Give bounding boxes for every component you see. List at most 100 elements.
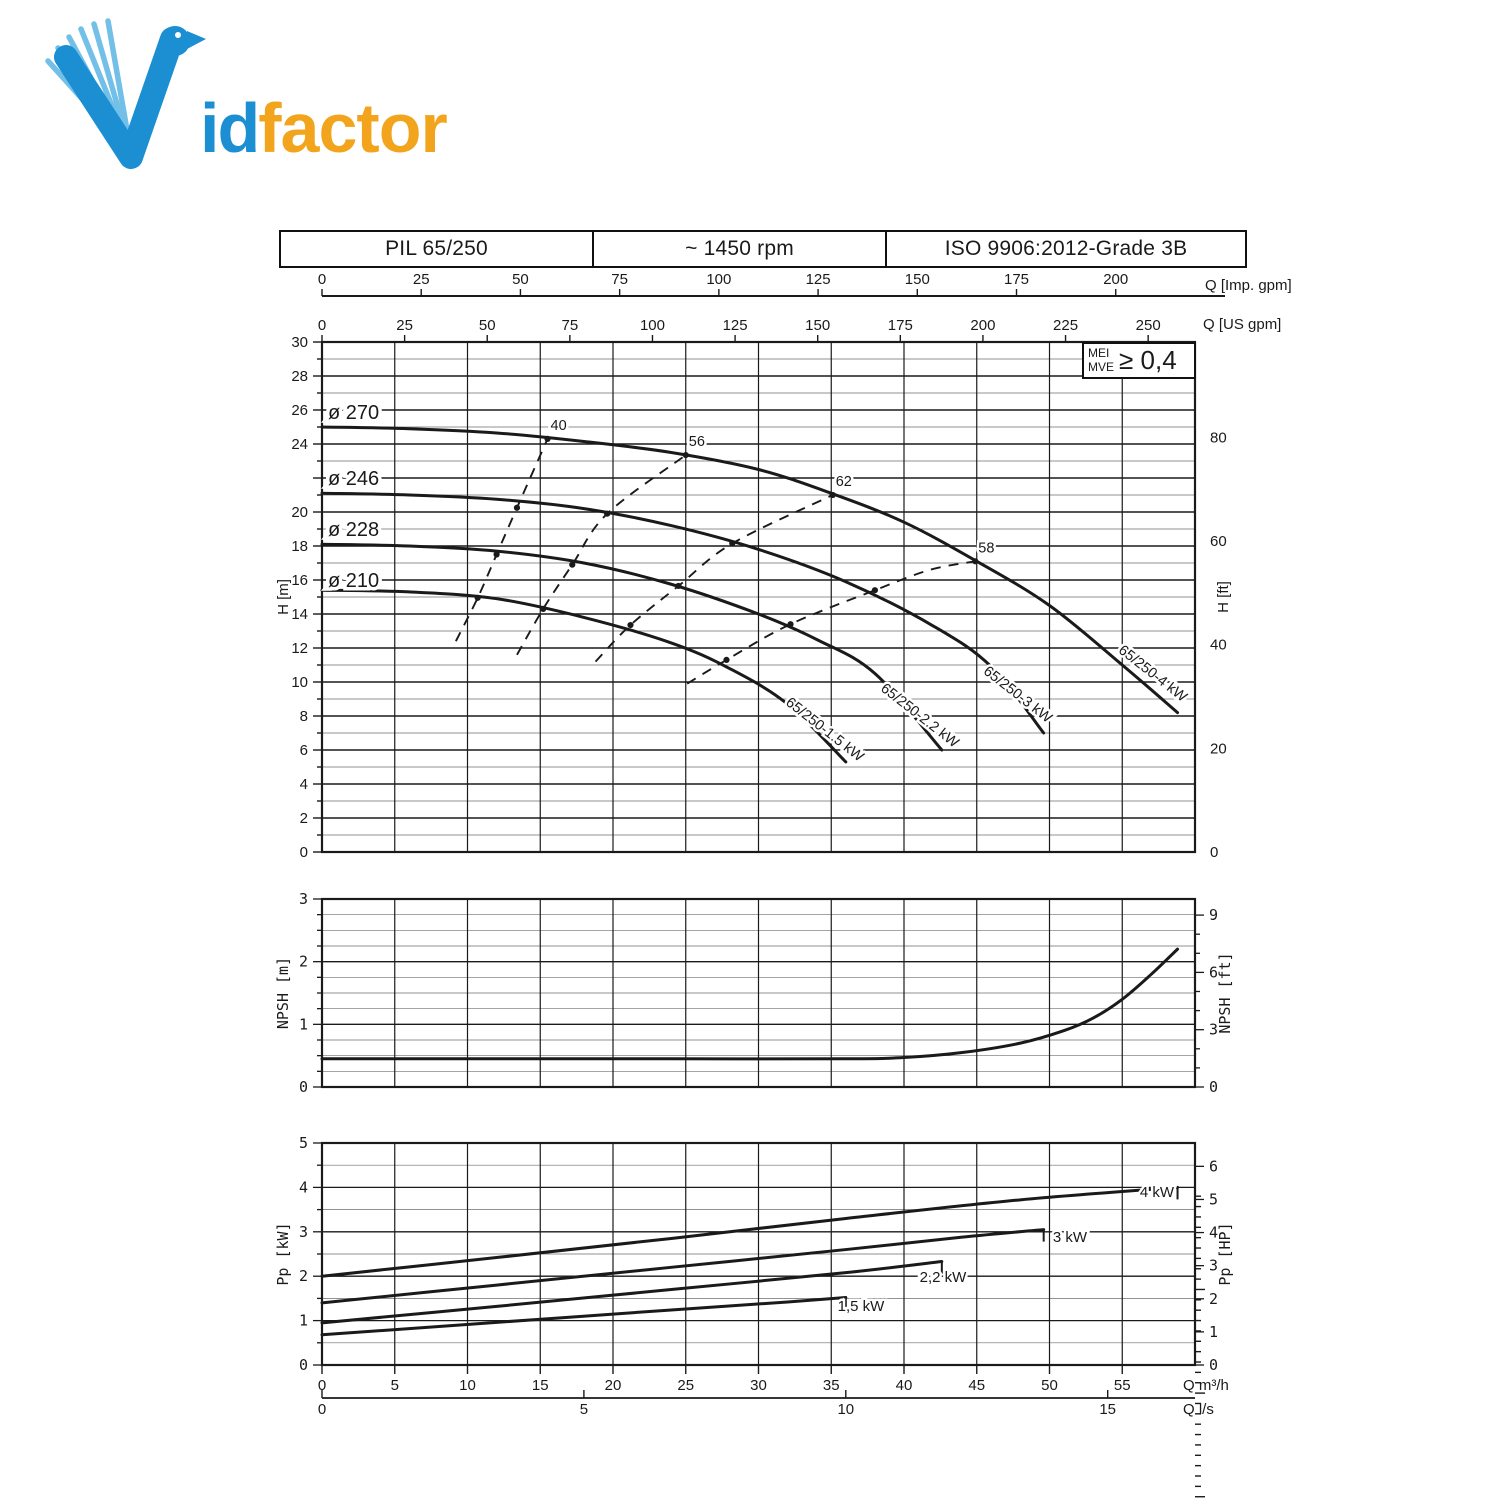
tick-label: 1 bbox=[1209, 1323, 1218, 1341]
power-y-axis-right-label: Pp [HP] bbox=[1216, 1222, 1234, 1285]
logo-text-factor: factor bbox=[258, 89, 447, 167]
head-curve-ø 270 bbox=[320, 425, 1180, 715]
tick-label: 1 bbox=[299, 1312, 308, 1330]
tick-label: 60 bbox=[1210, 533, 1227, 550]
tick-label: 125 bbox=[806, 271, 831, 288]
tick-label: 6 bbox=[1209, 1157, 1218, 1175]
tick-label: 15 bbox=[1099, 1401, 1116, 1418]
tick-label: 30 bbox=[750, 1377, 767, 1394]
tick-label: 3 bbox=[299, 1223, 308, 1241]
efficiency-label-62: 62 bbox=[836, 474, 852, 490]
power-rating-label: 65/250-4 kW bbox=[1115, 642, 1190, 705]
tick-label: 1 bbox=[299, 1015, 308, 1033]
tick-label: 4 bbox=[299, 1178, 308, 1196]
tick-label: 5 bbox=[580, 1401, 588, 1418]
mei-label: MEI bbox=[1088, 345, 1110, 360]
tick-label: 12 bbox=[291, 640, 308, 657]
tick-label: 9 bbox=[1209, 906, 1218, 924]
impeller-label-ø 246: ø 246 bbox=[328, 468, 379, 490]
tick-label: 5 bbox=[299, 1134, 308, 1152]
tick-label: 2 bbox=[1209, 1290, 1218, 1308]
pump-standard-label: ISO 9906:2012-Grade 3B bbox=[885, 232, 1245, 266]
tick-label: 75 bbox=[611, 271, 628, 288]
head-curve-ø 246 bbox=[320, 491, 1046, 735]
power-chart: 0 1 2 3 4 5 0 1 2 3 4 5 6 Pp [kW] Pp [HP] 4 kW 3 kW 2,2 k… bbox=[274, 1134, 1234, 1374]
tick-label: 50 bbox=[1041, 1377, 1058, 1394]
efficiency-dot bbox=[493, 551, 500, 558]
power-curve-label: 4 kW bbox=[1140, 1184, 1175, 1201]
tick-label: 35 bbox=[823, 1377, 840, 1394]
mei-value: ≥ 0,4 bbox=[1119, 345, 1177, 375]
tick-label: 4 bbox=[300, 776, 308, 793]
tick-label: 16 bbox=[291, 572, 308, 589]
power-curve-label: 2,2 kW bbox=[920, 1269, 968, 1286]
efficiency-line-56 bbox=[516, 454, 687, 656]
head-curve-ø 210 bbox=[320, 588, 848, 764]
power-curve-label: 3 kW bbox=[1053, 1229, 1088, 1246]
power-y-axis-label: Pp [kW] bbox=[274, 1222, 292, 1285]
tick-label: 100 bbox=[640, 317, 665, 334]
power-curve-4 kW bbox=[320, 1185, 1180, 1278]
tick-label: 40 bbox=[896, 1377, 913, 1394]
tick-label: 25 bbox=[677, 1377, 694, 1394]
tick-label: 25 bbox=[396, 317, 413, 334]
tick-label: 2 bbox=[300, 810, 308, 827]
tick-label: 0 bbox=[318, 1401, 326, 1418]
efficiency-label-58: 58 bbox=[978, 540, 994, 556]
tick-label: 0 bbox=[300, 844, 308, 861]
tick-label: 100 bbox=[706, 271, 731, 288]
vidfactor-logo: id factor bbox=[36, 12, 456, 177]
impeller-label-ø 228: ø 228 bbox=[328, 519, 379, 541]
tick-label: 0 bbox=[1209, 1078, 1218, 1096]
efficiency-dot bbox=[513, 504, 521, 511]
efficiency-dot bbox=[871, 587, 879, 594]
tick-label: 10 bbox=[291, 674, 308, 691]
efficiency-line-40 bbox=[455, 438, 549, 642]
tick-label: 10 bbox=[837, 1401, 854, 1418]
tick-label: 125 bbox=[723, 317, 748, 334]
npsh-chart: 0 1 2 3 0 3 6 9 NPSH [m] NPSH [ft] bbox=[274, 890, 1234, 1096]
power-curve-3 kW bbox=[320, 1228, 1046, 1305]
power-curve-2,2 kW bbox=[320, 1260, 944, 1325]
tick-label: 50 bbox=[479, 317, 496, 334]
tick-label: 15 bbox=[532, 1377, 549, 1394]
tick-label: 0 bbox=[318, 271, 326, 288]
logo-text-id: id bbox=[200, 89, 260, 167]
impeller-label-ø 270: ø 270 bbox=[328, 402, 379, 424]
tick-label: 55 bbox=[1114, 1377, 1131, 1394]
power-rating-label: 65/250-3 kW bbox=[980, 663, 1055, 726]
tick-label: 20 bbox=[605, 1377, 622, 1394]
tick-label: 175 bbox=[888, 317, 913, 334]
tick-label: 150 bbox=[905, 271, 930, 288]
efficiency-dot bbox=[723, 656, 730, 664]
bottom-flow-axes: 0 5 10 15 20 25 30 35 40 45 50 55 Q m³/h 0 5 10 15 Q l/s bbox=[318, 1365, 1229, 1418]
pump-header-strip: PIL 65/250 ~ 1450 rpm ISO 9906:2012-Grad… bbox=[279, 230, 1247, 268]
impeller-label-ø 210: ø 210 bbox=[328, 570, 379, 592]
mve-label: MVE bbox=[1088, 359, 1115, 374]
tick-label: 28 bbox=[291, 368, 308, 385]
tick-label: 3 bbox=[299, 890, 308, 908]
pump-model-label: PIL 65/250 bbox=[385, 237, 488, 260]
mei-badge: MEI MVE ≥ 0,4 bbox=[1082, 342, 1196, 379]
efficiency-label-40: 40 bbox=[551, 418, 567, 434]
tick-label: 3 bbox=[1209, 1257, 1218, 1275]
tick-label: 5 bbox=[1209, 1190, 1218, 1208]
ls-axis-label: Q l/s bbox=[1183, 1401, 1214, 1418]
efficiency-dot bbox=[627, 621, 634, 629]
us-gpm-axis-label: Q [US gpm] bbox=[1203, 316, 1281, 333]
efficiency-label-56: 56 bbox=[689, 434, 705, 450]
tick-label: 5 bbox=[391, 1377, 399, 1394]
tick-label: 0 bbox=[1210, 844, 1218, 861]
tick-label: 25 bbox=[413, 271, 430, 288]
tick-label: 175 bbox=[1004, 271, 1029, 288]
tick-label: 20 bbox=[291, 504, 308, 521]
efficiency-line-62 bbox=[594, 494, 834, 663]
tick-label: 45 bbox=[968, 1377, 985, 1394]
tick-label: 10 bbox=[459, 1377, 476, 1394]
power-rating-label: 65/250-1.5 kW bbox=[782, 695, 866, 766]
bird-logo-icon bbox=[45, 18, 206, 169]
tick-label: 24 bbox=[291, 436, 308, 453]
tick-label: 0 bbox=[1209, 1356, 1218, 1374]
